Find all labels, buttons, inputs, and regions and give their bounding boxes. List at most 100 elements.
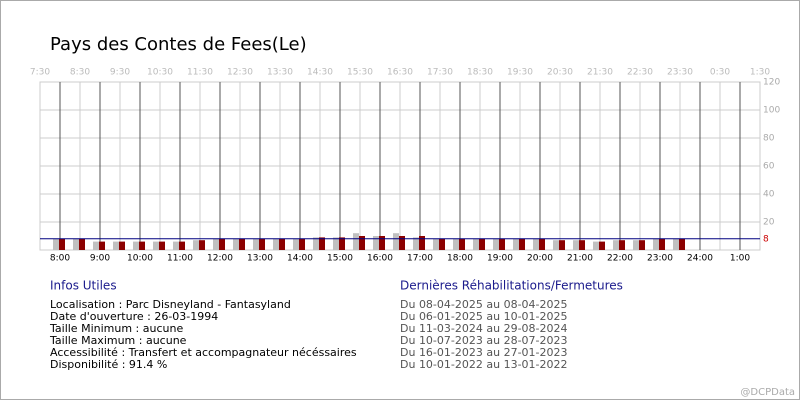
x2-tick-label: 11:30 [187,68,213,78]
bar [459,238,465,250]
x2-tick-label: 14:30 [307,68,333,78]
bar [513,238,519,250]
closures-line: Du 10-01-2022 au 13-01-2022 [400,358,568,371]
x2-tick-label: 9:30 [110,68,130,78]
info-line: Disponibilité : 91.4 % [50,358,167,371]
x-tick-label: 14:00 [287,254,313,264]
y-tick-label: 20 [763,218,775,228]
x2-tick-label: 20:30 [547,68,573,78]
x-tick-label: 15:00 [327,254,353,264]
bar [673,238,679,250]
info-line: Localisation : Parc Disneyland - Fantasy… [50,298,291,311]
bar [499,238,505,250]
closures-line: Du 10-07-2023 au 28-07-2023 [400,334,568,347]
info-title: Infos Utiles [50,279,117,293]
bar [633,240,639,250]
x2-tick-label: 13:30 [267,68,293,78]
x-tick-label: 12:00 [207,254,233,264]
bar [439,238,445,250]
bar [653,238,659,250]
x-tick-label: 8:00 [50,254,70,264]
bar [99,241,105,250]
bar [79,238,85,250]
x-tick-label: 19:00 [487,254,513,264]
bar [253,238,259,250]
bar [333,237,339,250]
y-tick-label: 100 [763,106,780,116]
bar [573,240,579,250]
bar [273,238,279,250]
y-tick-label: 120 [763,78,780,88]
bar [73,238,79,250]
x2-tick-label: 12:30 [227,68,253,78]
info-line: Date d'ouverture : 26-03-1994 [50,310,218,323]
bar [313,237,319,250]
x2-tick-label: 18:30 [467,68,493,78]
bar [259,238,265,250]
bar [413,237,419,250]
x2-tick-label: 23:30 [667,68,693,78]
x2-tick-label: 0:30 [710,68,730,78]
bar [559,240,565,250]
x-tick-label: 9:00 [90,254,110,264]
watermark: @DCPData [740,387,795,398]
x2-tick-label: 8:30 [70,68,90,78]
bar [373,236,379,250]
bar [659,238,665,250]
bar [179,241,185,250]
x-tick-label: 21:00 [567,254,593,264]
x-tick-label: 10:00 [127,254,153,264]
bar [399,236,405,250]
x2-tick-label: 1:30 [750,68,770,78]
bar [473,238,479,250]
bar [639,240,645,250]
bar [173,241,179,250]
bar [539,238,545,250]
bar [219,238,225,250]
x2-tick-label: 22:30 [627,68,653,78]
x2-tick-label: 7:30 [30,68,50,78]
x-tick-label: 11:00 [167,254,193,264]
x-tick-label: 17:00 [407,254,433,264]
bar [553,240,559,250]
bar [153,241,159,250]
y-tick-label: 40 [763,190,775,200]
bar [339,237,345,250]
info-line: Taille Minimum : aucune [49,322,183,335]
x-tick-label: 24:00 [687,254,713,264]
x-tick-label: 22:00 [607,254,633,264]
bar [579,240,585,250]
bar [599,241,605,250]
x2-tick-label: 21:30 [587,68,613,78]
bar [359,236,365,250]
reference-label: 8 [763,234,769,244]
bar [379,236,385,250]
bar [199,240,205,250]
closures-line: Du 16-01-2023 au 27-01-2023 [400,346,568,359]
bar [53,238,59,250]
info-line: Taille Maximum : aucune [49,334,187,347]
y-tick-label: 60 [763,162,775,172]
bar [93,241,99,250]
bar [139,241,145,250]
bar [619,240,625,250]
info-line: Accessibilité : Transfert et accompagnat… [50,346,357,359]
bar [593,241,599,250]
x2-tick-label: 17:30 [427,68,453,78]
closures-line: Du 11-03-2024 au 29-08-2024 [400,322,568,335]
bar [479,238,485,250]
bar [493,238,499,250]
bar [279,238,285,250]
closures-line: Du 06-01-2025 au 10-01-2025 [400,310,568,323]
x2-tick-label: 19:30 [507,68,533,78]
bar [133,241,139,250]
bar [159,241,165,250]
x-tick-label: 18:00 [447,254,473,264]
bar [393,233,399,250]
x2-tick-label: 16:30 [387,68,413,78]
bar [119,241,125,250]
bar [433,238,439,250]
bar [453,238,459,250]
bar [533,238,539,250]
